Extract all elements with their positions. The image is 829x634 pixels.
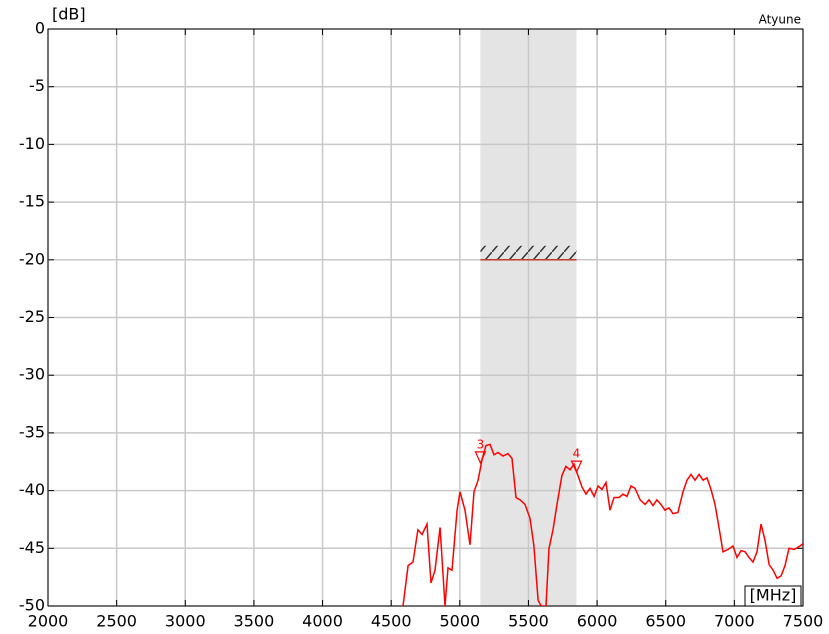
marker	[474, 451, 487, 465]
y-tick-label: -50	[19, 596, 45, 615]
x-tick-label: 7500	[783, 612, 824, 631]
y-tick-label: -5	[29, 76, 45, 95]
limit-hatch	[480, 245, 577, 260]
y-tick-label: -15	[19, 192, 45, 211]
x-label-box	[744, 585, 802, 607]
plot-frame	[47, 28, 804, 607]
x-tick-label: 5000	[439, 612, 480, 631]
annotation: Atyune	[759, 13, 801, 27]
y-tick-label: -20	[19, 249, 45, 268]
x-tick-label: 5500	[508, 612, 549, 631]
marker-label: 3	[477, 437, 485, 451]
x-tick-label: 2500	[96, 612, 137, 631]
x-tick-label: 7000	[714, 612, 755, 631]
y-tick-label: -30	[19, 365, 45, 384]
y-axis-label: [dB]	[52, 5, 86, 24]
x-axis-label: [MHz]	[750, 586, 797, 605]
x-tick-label: 3000	[165, 612, 206, 631]
x-tick-label: 6000	[577, 612, 618, 631]
y-tick-label: -10	[19, 134, 45, 153]
marker	[570, 460, 583, 474]
y-tick-label: -45	[19, 538, 45, 557]
x-tick-label: 2000	[28, 612, 69, 631]
x-tick-label: 6500	[645, 612, 686, 631]
marker-label: 4	[573, 447, 581, 461]
data-line	[402, 443, 803, 606]
x-tick-label: 4000	[302, 612, 343, 631]
y-tick-label: 0	[35, 19, 45, 38]
y-tick-label: -40	[19, 480, 45, 499]
y-tick-label: -35	[19, 422, 45, 441]
x-tick-label: 4500	[371, 612, 412, 631]
x-tick-label: 3500	[234, 612, 275, 631]
y-tick-label: -25	[19, 307, 45, 326]
